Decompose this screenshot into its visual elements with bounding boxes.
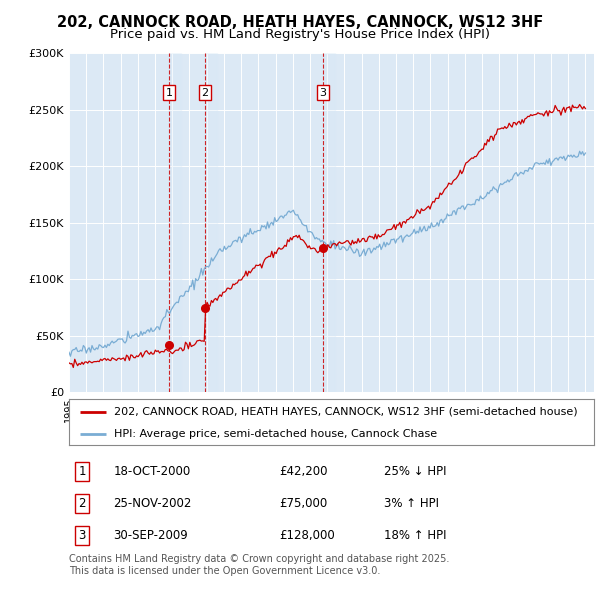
Text: 1: 1 xyxy=(166,88,172,98)
Bar xyxy=(169,53,181,392)
Text: 30-SEP-2009: 30-SEP-2009 xyxy=(113,529,188,542)
Text: 3: 3 xyxy=(79,529,86,542)
Text: Price paid vs. HM Land Registry's House Price Index (HPI): Price paid vs. HM Land Registry's House … xyxy=(110,28,490,41)
Text: 202, CANNOCK ROAD, HEATH HAYES, CANNOCK, WS12 3HF (semi-detached house): 202, CANNOCK ROAD, HEATH HAYES, CANNOCK,… xyxy=(113,407,577,417)
Bar xyxy=(205,53,217,392)
Text: £128,000: £128,000 xyxy=(279,529,335,542)
Text: HPI: Average price, semi-detached house, Cannock Chase: HPI: Average price, semi-detached house,… xyxy=(113,429,437,439)
Text: 25% ↓ HPI: 25% ↓ HPI xyxy=(384,465,446,478)
Text: 18-OCT-2000: 18-OCT-2000 xyxy=(113,465,191,478)
Text: £75,000: £75,000 xyxy=(279,497,327,510)
Text: 18% ↑ HPI: 18% ↑ HPI xyxy=(384,529,446,542)
Text: 2: 2 xyxy=(79,497,86,510)
Text: 25-NOV-2002: 25-NOV-2002 xyxy=(113,497,192,510)
Text: 202, CANNOCK ROAD, HEATH HAYES, CANNOCK, WS12 3HF: 202, CANNOCK ROAD, HEATH HAYES, CANNOCK,… xyxy=(57,15,543,30)
Text: 3: 3 xyxy=(319,88,326,98)
Text: 1: 1 xyxy=(79,465,86,478)
Text: £42,200: £42,200 xyxy=(279,465,328,478)
Bar xyxy=(323,53,335,392)
Text: 3% ↑ HPI: 3% ↑ HPI xyxy=(384,497,439,510)
Text: 2: 2 xyxy=(202,88,209,98)
Text: Contains HM Land Registry data © Crown copyright and database right 2025.
This d: Contains HM Land Registry data © Crown c… xyxy=(69,554,449,576)
